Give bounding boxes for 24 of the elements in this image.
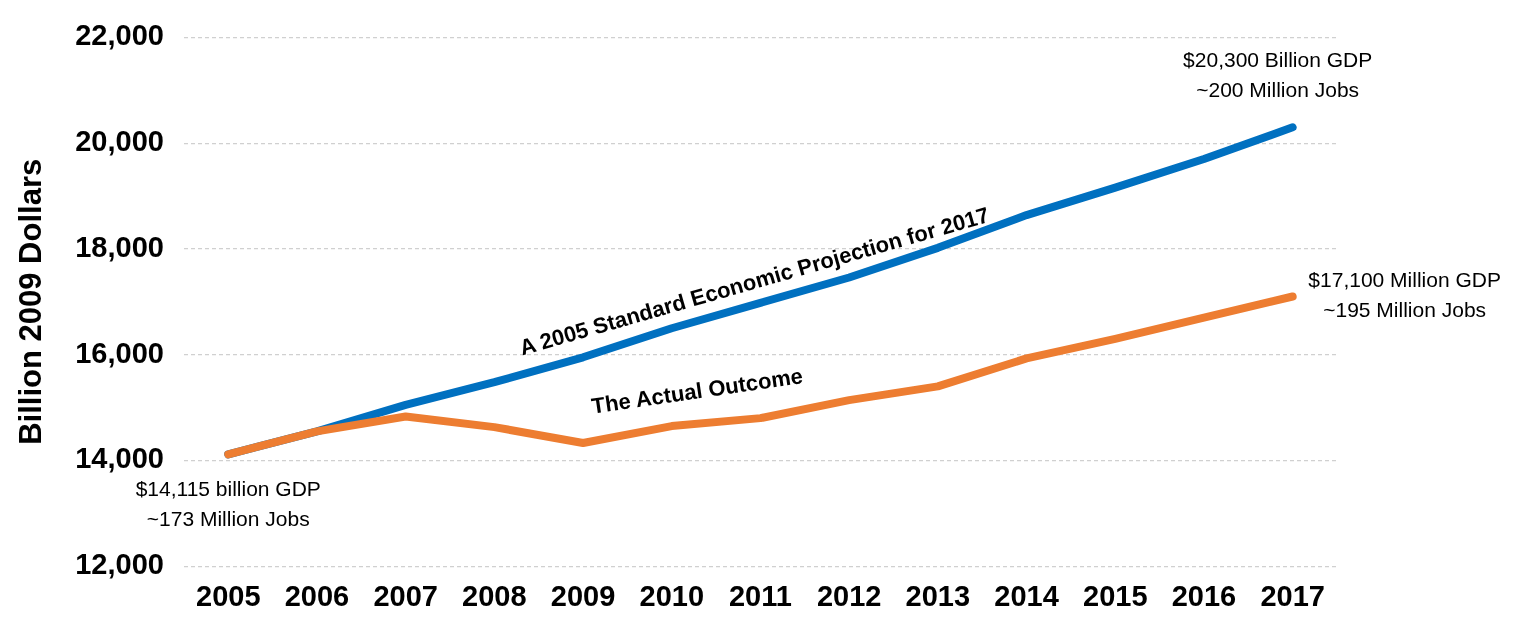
x-tick-label: 2006 [284,579,350,612]
y-tick-label: 22,000 [75,19,164,52]
x-tick-label: 2007 [373,579,438,612]
x-tick-label: 2016 [1171,579,1237,612]
y-tick-label: 18,000 [75,230,164,263]
annotation: $20,300 Billion GDP ~200 Million Jobs [1183,48,1373,102]
x-tick-label: 2015 [1082,579,1148,612]
y-tick-label: 12,000 [75,548,164,581]
annotation: $14,115 billion GDP ~173 Million Jobs [135,477,321,531]
x-tick-label: 2005 [195,579,261,612]
annotation: $17,100 Million GDP ~195 Million Jobs [1308,268,1501,322]
text: The Actual Outcome [589,363,805,419]
x-tick-label: 2009 [550,579,616,612]
y-tick-label: 14,000 [75,442,164,475]
x-tick-label: 2008 [462,579,527,612]
y-tick-label: 16,000 [75,336,164,369]
y-tick-label: 20,000 [75,125,164,158]
x-tick-label: 2012 [816,579,882,612]
y-axis-title: Billion 2009 Dollars [13,158,49,445]
x-tick-label: 2011 [728,579,792,612]
x-tick-label: 2014 [994,579,1059,612]
x-tick-label: 2017 [1260,579,1325,612]
x-tick-label: 2013 [905,579,971,612]
x-tick-label: 2010 [639,579,705,612]
